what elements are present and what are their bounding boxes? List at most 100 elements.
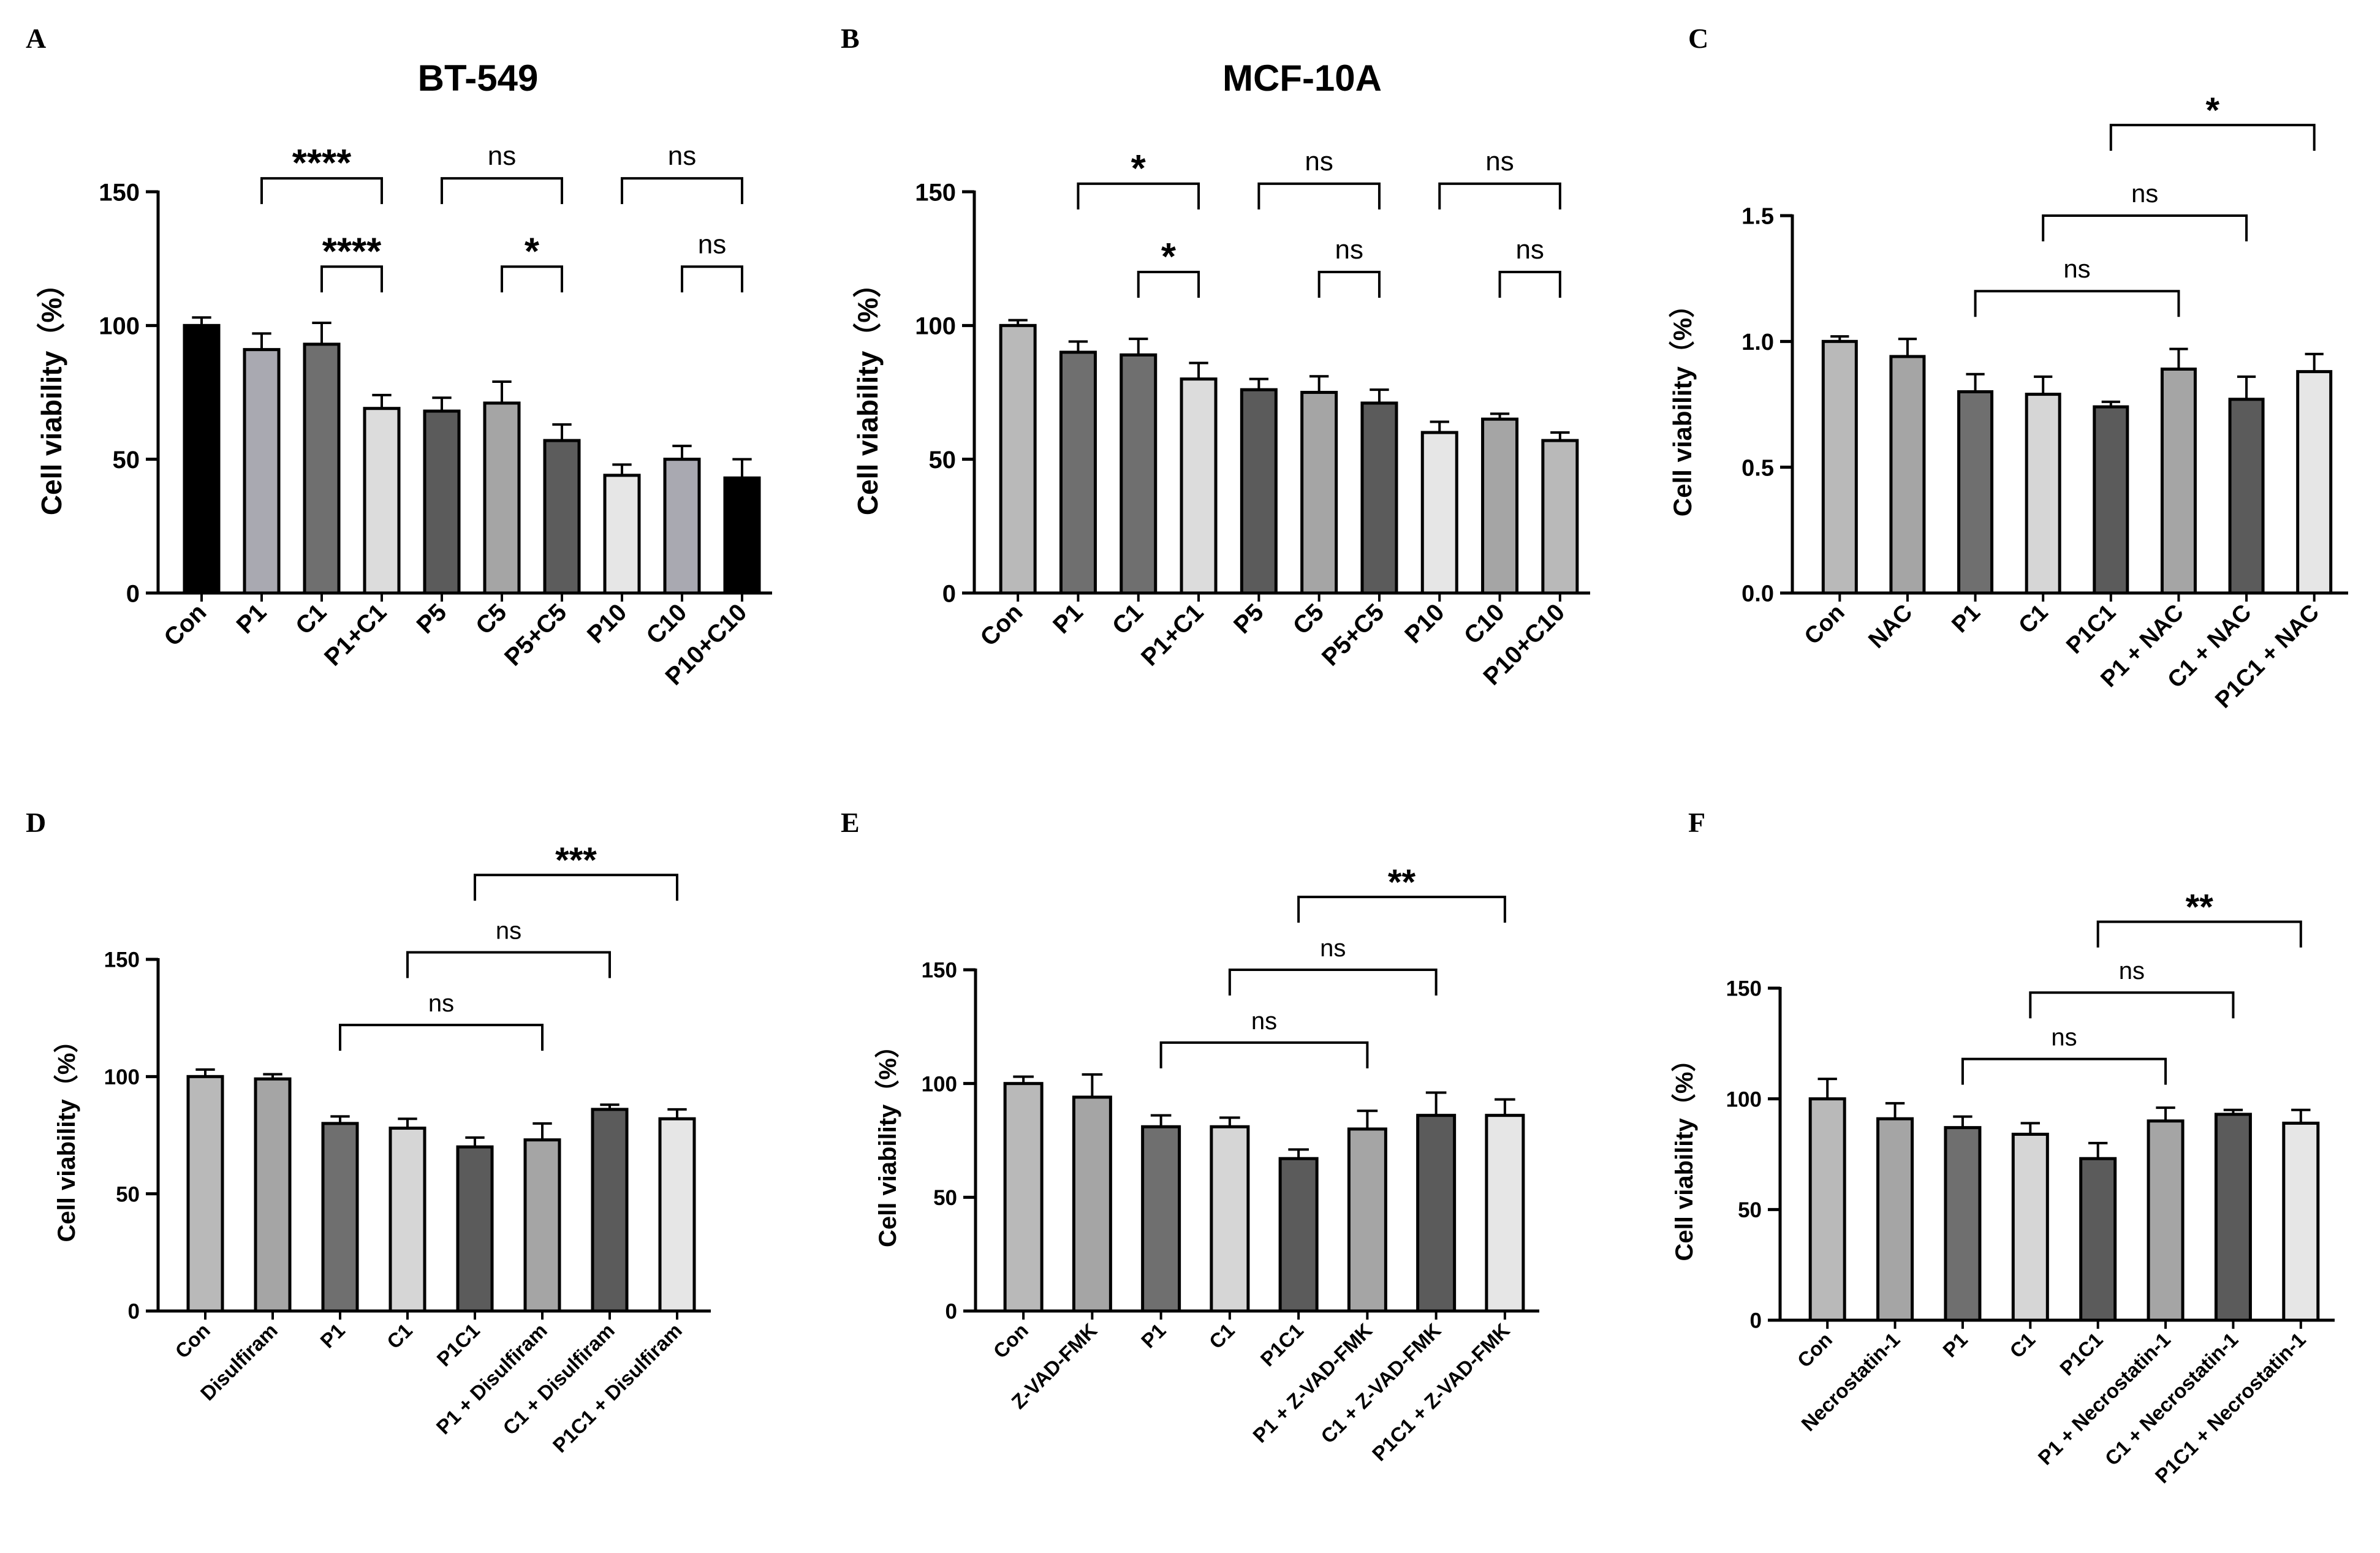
bar-p1c1-nac [2296,370,2333,595]
significance-label: ** [1388,863,1416,902]
bar-p10 [603,474,641,595]
bar-c1-necrostatin-1 [2214,1113,2252,1322]
significance-label: ns [1320,935,1346,962]
y-tick-label: 0 [946,1300,957,1324]
y-axis-label: Cell viability（%） [1668,292,1697,516]
significance-bracket [1228,969,1438,996]
y-tick-label: 0 [942,580,956,607]
y-tick-label: 50 [929,447,957,474]
bar-c1 [303,342,341,595]
bar-con [183,323,221,595]
y-axis-label: Cell viability（%） [1671,1048,1698,1261]
bar-p1-disulfiram [523,1138,561,1313]
bar-c1 [1120,353,1158,595]
significance-bracket [406,951,611,978]
panel-letter: A [26,23,46,54]
significance-bracket [339,1024,544,1051]
significance-label: * [525,230,540,273]
chart-title: BT-549 [418,58,539,99]
y-tick-label: 0.0 [1741,581,1774,607]
bar-p1-c1 [363,407,401,595]
significance-label: ns [1515,235,1544,265]
y-axis-label: Cell viability（%） [36,270,67,515]
significance-label: * [1161,236,1177,278]
bar-con [1003,1082,1044,1313]
panel-letter: E [841,807,860,838]
significance-bracket [2109,124,2316,151]
y-tick-label: 100 [1726,1087,1762,1111]
significance-label: * [1131,148,1146,190]
bar-p1c1-z-vad-fmk [1485,1114,1525,1313]
bar-disulfiram [254,1077,292,1313]
significance-label: ns [1335,235,1363,265]
bar-p1-nac [2160,368,2197,595]
y-axis-label: Cell viability（%） [852,270,884,515]
bar-c1 [2025,393,2061,595]
bar-p1c1 [2079,1157,2117,1322]
y-axis-label: Cell viability（%） [53,1029,80,1242]
chart-title: MCF-10A [1222,58,1382,99]
significance-label: ns [496,918,521,945]
significance-bracket [1257,182,1381,210]
significance-bracket [1438,182,1561,210]
bar-p1c1 [2093,405,2129,595]
bar-p1c1-necrostatin-1 [2282,1121,2320,1322]
significance-bracket [1297,896,1506,923]
bar-necrostatin-1 [1876,1117,1914,1322]
significance-bracket [260,177,383,205]
bar-c1 [1210,1125,1250,1313]
y-tick-label: 50 [113,447,140,474]
y-tick-label: 100 [104,1065,140,1089]
y-tick-label: 1.5 [1741,204,1774,230]
y-tick-label: 0 [126,580,140,607]
significance-bracket [681,265,743,293]
bar-p1-necrostatin-1 [2147,1119,2185,1322]
bar-p1-z-vad-fmk [1347,1127,1387,1313]
significance-label: ns [428,990,454,1017]
significance-bracket [474,874,678,901]
significance-bracket [1498,271,1561,298]
bar-nac [1889,355,1926,595]
significance-bracket [2096,920,2302,948]
bar-p1 [321,1122,359,1313]
bar-p1 [1957,390,1994,595]
significance-label: **** [292,142,352,184]
panel-letter: B [841,23,860,54]
bar-c1-nac [2228,398,2265,595]
significance-bracket [1974,290,2180,317]
y-tick-label: 150 [915,179,956,206]
bar-con [1808,1097,1846,1322]
significance-label: **** [322,230,382,273]
bar-p1c1-disulfiram [658,1117,696,1313]
significance-bracket [441,177,563,205]
bar-p5-c5 [543,439,581,595]
bar-c1 [2011,1132,2049,1322]
bar-p5 [423,409,461,595]
y-tick-label: 100 [922,1072,957,1096]
significance-bracket [1961,1057,2167,1085]
panel-letter: D [26,807,46,838]
bar-p1 [1944,1126,1982,1322]
y-tick-label: 150 [1726,977,1762,1001]
bar-con [999,323,1037,595]
y-tick-label: 150 [104,948,140,972]
y-tick-label: 50 [1738,1198,1762,1222]
panel-letter: F [1688,807,1705,838]
bar-p1c1 [1278,1157,1319,1313]
significance-label: ns [2063,254,2090,283]
bar-c5 [1300,391,1338,595]
bar-c10 [663,458,701,595]
significance-label: ns [1251,1008,1277,1035]
significance-label: *** [555,841,597,880]
significance-bracket [1159,1041,1369,1068]
y-tick-label: 50 [933,1186,957,1210]
bar-c1 [388,1127,426,1313]
y-tick-label: 1.0 [1741,330,1774,355]
bar-p1 [1141,1125,1181,1313]
y-tick-label: 50 [116,1182,140,1206]
significance-label: ns [698,229,726,259]
significance-bracket [2042,214,2248,241]
significance-label: ns [668,141,696,171]
significance-label: ** [2186,888,2214,928]
bar-con [1821,339,1858,595]
